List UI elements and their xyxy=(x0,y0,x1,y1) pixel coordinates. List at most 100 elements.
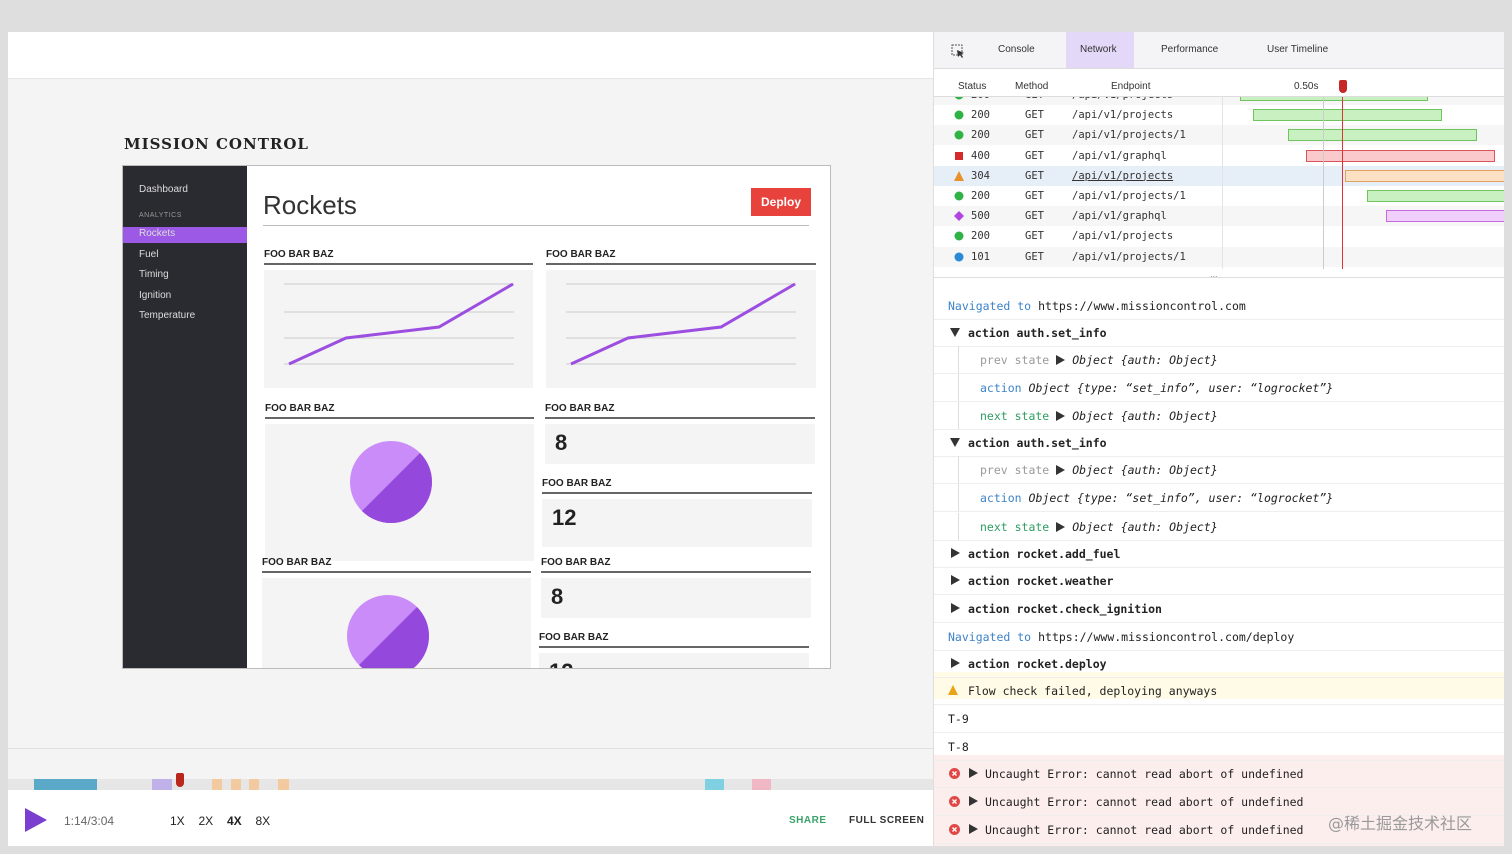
full-screen[interactable]: FULL SCREEN xyxy=(849,815,925,826)
request-row[interactable]: 304 GET/api/v1/projects xyxy=(934,165,1504,186)
event-segment[interactable] xyxy=(152,779,172,790)
console-row: prev state Object {auth: Object} xyxy=(934,346,1504,374)
status-icon xyxy=(954,110,964,120)
expand-toggle[interactable] xyxy=(969,824,979,834)
tab[interactable]: User Timeline xyxy=(1267,44,1329,55)
speed-option[interactable]: 8X xyxy=(255,814,271,828)
endpoint: /api/v1/projects xyxy=(1072,97,1173,101)
console-segment: action xyxy=(968,326,1010,340)
sidebar-item[interactable]: Temperature xyxy=(139,310,196,321)
timeline[interactable] xyxy=(8,773,933,790)
request-row[interactable]: 200 GET/api/v1/projects xyxy=(934,226,1504,247)
console-segment: action xyxy=(980,381,1022,395)
error-icon xyxy=(949,796,960,807)
share[interactable]: SHARE xyxy=(789,815,827,826)
console-segment: Navigated to xyxy=(948,299,1032,313)
sidebar-item[interactable]: Dashboard xyxy=(139,184,188,195)
more[interactable]: ... xyxy=(1210,269,1218,279)
request-row[interactable]: 400 GET/api/v1/graphql xyxy=(934,145,1504,166)
widget-panel xyxy=(546,270,816,388)
console-row[interactable]: action auth.set_info xyxy=(934,319,1504,347)
expand-toggle[interactable] xyxy=(1056,465,1066,475)
expand-toggle[interactable] xyxy=(969,796,979,806)
expand-toggle[interactable] xyxy=(951,658,961,668)
trend xyxy=(570,282,796,366)
expand-toggle[interactable] xyxy=(1056,355,1066,365)
nest-rule xyxy=(958,346,959,373)
status-icon xyxy=(954,252,964,262)
speed-option[interactable]: 1X xyxy=(170,814,185,828)
page-title: Rockets xyxy=(263,190,357,220)
console-segment: Object {auth: Object} xyxy=(1072,520,1218,534)
tab[interactable]: Console xyxy=(998,44,1035,55)
sidebar-item[interactable]: Timing xyxy=(139,269,169,280)
pie-chart xyxy=(350,441,432,523)
endpoint: /api/v1/projects xyxy=(1072,230,1174,243)
request-row[interactable]: 200 GET/api/v1/projects/1 xyxy=(934,125,1504,146)
deploy-button[interactable]: Deploy xyxy=(751,188,811,216)
console-segment: action xyxy=(968,436,1010,450)
expand-toggle[interactable] xyxy=(1056,411,1066,421)
inspect-icon[interactable] xyxy=(951,44,965,58)
event-segment[interactable] xyxy=(231,779,241,790)
console-row[interactable]: action rocket.weather xyxy=(934,567,1504,595)
event-segment[interactable] xyxy=(249,779,259,790)
event-segment[interactable] xyxy=(752,779,771,790)
expand-toggle[interactable] xyxy=(951,603,961,613)
console-text: Uncaught Error: cannot read abort of und… xyxy=(985,767,1304,781)
brand: MISSION CONTROL xyxy=(124,135,309,153)
widget-rule xyxy=(541,571,811,573)
playhead[interactable] xyxy=(176,773,184,787)
widget-rule xyxy=(265,417,534,419)
console-row[interactable]: action rocket.deploy xyxy=(934,650,1504,678)
console-segment: Object {auth: Object} xyxy=(1072,463,1218,477)
request-row[interactable]: 500 GET/api/v1/graphql xyxy=(934,206,1504,227)
speed-option[interactable]: 2X xyxy=(198,814,214,828)
expand-toggle[interactable] xyxy=(1056,522,1066,532)
tab[interactable]: Network xyxy=(1080,44,1117,55)
console-row[interactable]: action auth.set_info xyxy=(934,429,1504,457)
widget-title: FOO BAR BAZ xyxy=(545,403,615,414)
widget-rule xyxy=(539,646,809,648)
console-text: action auth.set_info xyxy=(968,326,1107,340)
console-row: action Object {type: “set_info”, user: “l… xyxy=(934,374,1504,402)
status: 101 xyxy=(971,250,990,263)
event-segment[interactable] xyxy=(212,779,222,790)
console-text: Flow check failed, deploying anyways xyxy=(968,684,1217,698)
sidebar-item[interactable]: Rockets xyxy=(139,228,176,239)
expand-toggle[interactable] xyxy=(950,328,960,338)
event-segment[interactable] xyxy=(705,779,724,790)
expand-toggle[interactable] xyxy=(969,768,979,778)
console-row[interactable]: Uncaught Error: cannot read abort of und… xyxy=(934,760,1504,788)
console-segment: action xyxy=(968,574,1010,588)
tab[interactable]: Performance xyxy=(1161,44,1219,55)
speed-option[interactable]: 4X xyxy=(227,814,242,828)
status-icon xyxy=(954,231,964,241)
console-row: Navigated to https://www.missioncontrol.c… xyxy=(934,292,1504,320)
event-segment[interactable] xyxy=(34,779,97,790)
request-row[interactable]: 200 GET/api/v1/projects xyxy=(934,105,1504,126)
status-icon xyxy=(954,130,964,140)
play-button[interactable] xyxy=(25,808,47,832)
sidebar-item[interactable]: Ignition xyxy=(139,290,172,301)
console-row[interactable]: Uncaught Error: cannot read abort of und… xyxy=(934,816,1504,844)
expand-toggle[interactable] xyxy=(951,548,961,558)
sidebar-item[interactable]: Fuel xyxy=(139,249,159,260)
request-row[interactable]: 200 GET/api/v1/projects xyxy=(934,97,1504,105)
console-row[interactable]: Uncaught Error: cannot read abort of und… xyxy=(934,788,1504,816)
status-icon xyxy=(954,211,964,222)
console-row[interactable]: action rocket.check_ignition xyxy=(934,595,1504,623)
column-header: Endpoint xyxy=(1111,81,1151,92)
console-row[interactable]: action rocket.add_fuel xyxy=(934,540,1504,568)
request-row[interactable]: 101 GET/api/v1/projects/1 xyxy=(934,246,1504,267)
warn-bg xyxy=(934,672,1504,699)
console-segment: prev state xyxy=(980,463,1050,477)
widget-title: FOO BAR BAZ xyxy=(265,403,335,414)
expand-toggle[interactable] xyxy=(951,575,961,585)
playhead-line xyxy=(1342,97,1343,269)
console-segment: prev state xyxy=(980,353,1050,367)
event-segment[interactable] xyxy=(278,779,289,790)
request-row[interactable]: 200 GET/api/v1/projects/1 xyxy=(934,186,1504,206)
expand-toggle[interactable] xyxy=(950,438,960,448)
